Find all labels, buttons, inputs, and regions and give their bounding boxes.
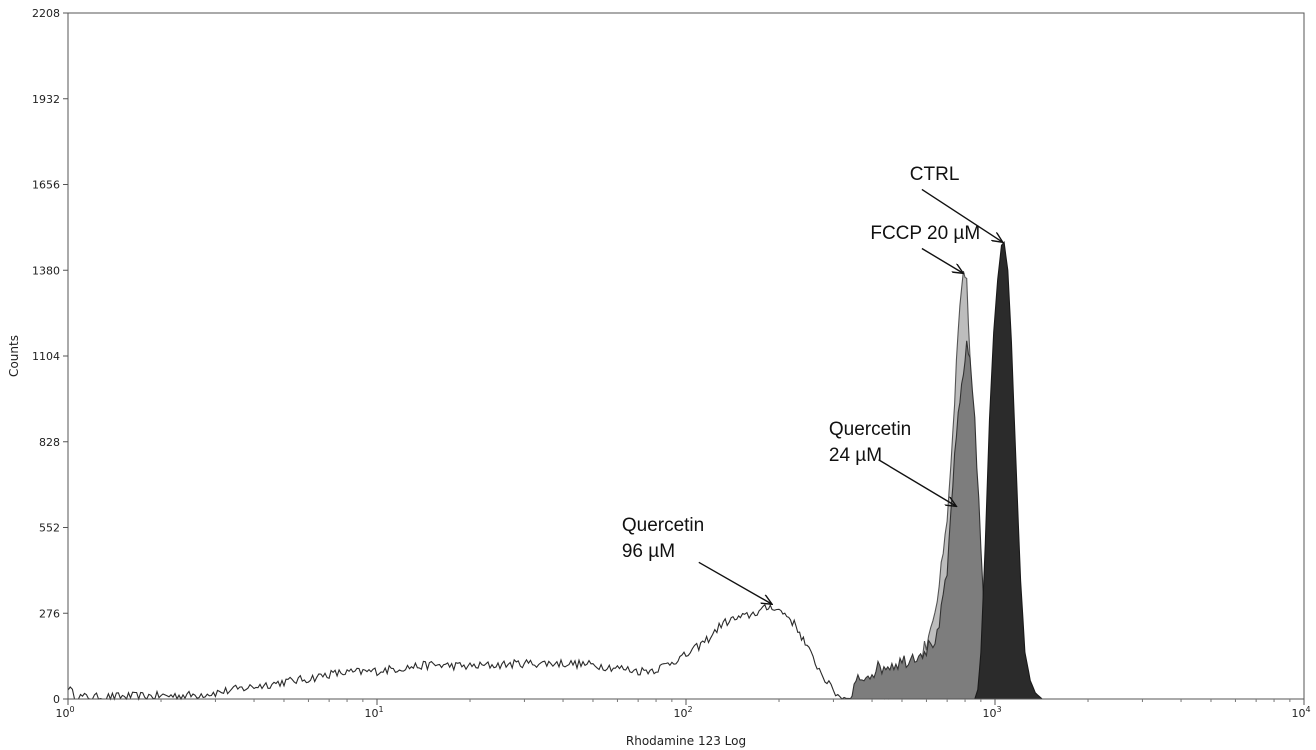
y-tick-label: 2208 xyxy=(32,7,60,20)
annotation-quercetin-24-arrow xyxy=(878,459,957,507)
series-quercetin-24-trace xyxy=(849,340,989,700)
x-tick-label: 101 xyxy=(364,705,383,720)
plot-frame xyxy=(67,12,1305,700)
annotation-ctrl-label: CTRL xyxy=(910,164,960,185)
axis-layer: 0 276 552 828 1104 1380 1656 1932 2208 100 101 102 1… xyxy=(32,7,1311,720)
y-tick-label: 1932 xyxy=(32,93,60,106)
annotation-quercetin-24-label: Quercetin 24 µM xyxy=(829,419,911,466)
annotation-layer: CTRL FCCP 20 µM Quercetin 24 µM Quercetin 96 … xyxy=(622,164,1003,604)
x-tick-label: 102 xyxy=(673,705,692,720)
x-tick-label: 100 xyxy=(55,705,74,720)
y-tick-label: 276 xyxy=(39,607,60,620)
series-quercetin-96-trace xyxy=(67,603,872,701)
annotation-fccp-20-arrow xyxy=(921,247,963,274)
y-tick-label: 1656 xyxy=(32,179,60,192)
series-ctrl-trace xyxy=(974,240,1044,700)
y-axis-title: Counts xyxy=(7,335,21,377)
annotation-quercetin-96-arrow xyxy=(698,561,772,604)
y-tick-label: 552 xyxy=(39,522,60,535)
annotation-quercetin-96-label: Quercetin 96 µM xyxy=(622,515,704,562)
x-tick-label: 103 xyxy=(982,705,1001,720)
y-tick-label: 1380 xyxy=(32,264,60,277)
annotation-ctrl-arrow xyxy=(921,188,1003,242)
x-axis-title: Rhodamine 123 Log xyxy=(626,734,746,748)
x-tick-label: 104 xyxy=(1291,705,1310,720)
annotation-fccp-20-label: FCCP 20 µM xyxy=(870,223,980,244)
y-tick-label: 0 xyxy=(53,693,60,706)
y-tick-label: 1104 xyxy=(32,350,60,363)
y-tick-label: 828 xyxy=(39,436,60,449)
series-layer xyxy=(67,240,1044,701)
